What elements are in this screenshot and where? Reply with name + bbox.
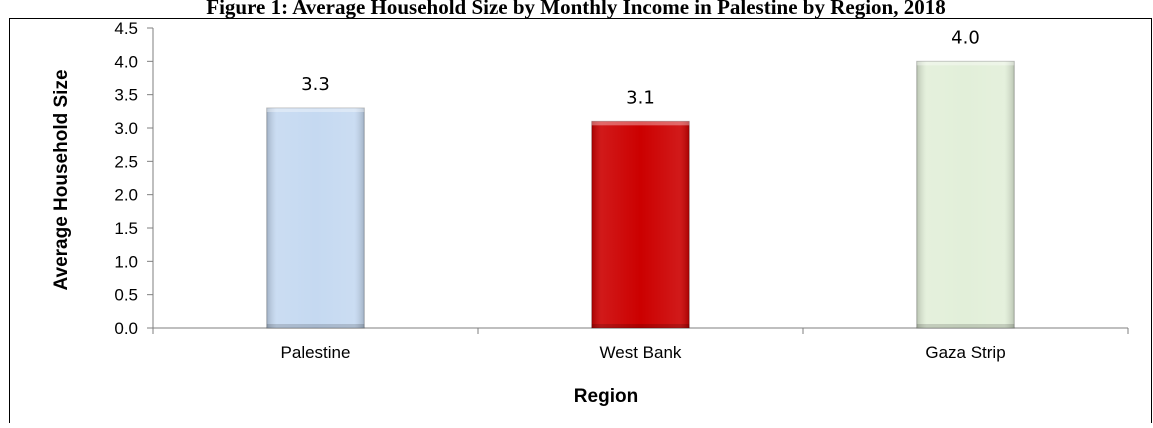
y-tick-label: 2.0 (114, 186, 138, 205)
y-tick-label: 4.0 (114, 52, 138, 71)
data-label: 3.3 (301, 74, 330, 95)
bar-west-bank (591, 120, 690, 329)
bar-bevel (266, 108, 365, 328)
x-tick-label: Gaza Strip (925, 343, 1005, 362)
y-tick-label: 3.0 (114, 119, 138, 138)
bar-bevel-bottom (591, 324, 690, 328)
x-axis-title: Region (574, 386, 638, 407)
x-tick-label: West Bank (600, 343, 682, 362)
y-tick-label: 1.5 (114, 219, 138, 238)
bar-bevel-top (591, 121, 690, 126)
y-tick-label: 0.0 (114, 319, 138, 338)
bar-bevel (591, 121, 690, 328)
bar-palestine (266, 107, 365, 329)
bar-bevel-bottom (266, 324, 365, 328)
bar-bevel-top (916, 61, 1015, 66)
bars: 3.3 3.1 4.0 (266, 27, 1015, 329)
bar-bevel (916, 61, 1015, 328)
x-tick-label: Palestine (281, 343, 351, 362)
chart-title: Figure 1: Average Household Size by Mont… (206, 0, 945, 19)
y-axis-title: Average Household Size (51, 69, 72, 290)
bar-gaza-strip (916, 60, 1015, 329)
bar-bevel-bottom (916, 324, 1015, 328)
data-label: 4.0 (951, 27, 980, 48)
y-tick-label: 1.0 (114, 252, 138, 271)
plot-frame (9, 18, 1152, 428)
bar-bevel-top (266, 108, 365, 112)
data-label: 3.1 (626, 87, 655, 108)
y-tick-label: 4.5 (114, 19, 138, 38)
y-tick-label: 0.5 (114, 286, 138, 305)
y-tick-label: 3.5 (114, 86, 138, 105)
y-tick-label: 2.5 (114, 152, 138, 171)
